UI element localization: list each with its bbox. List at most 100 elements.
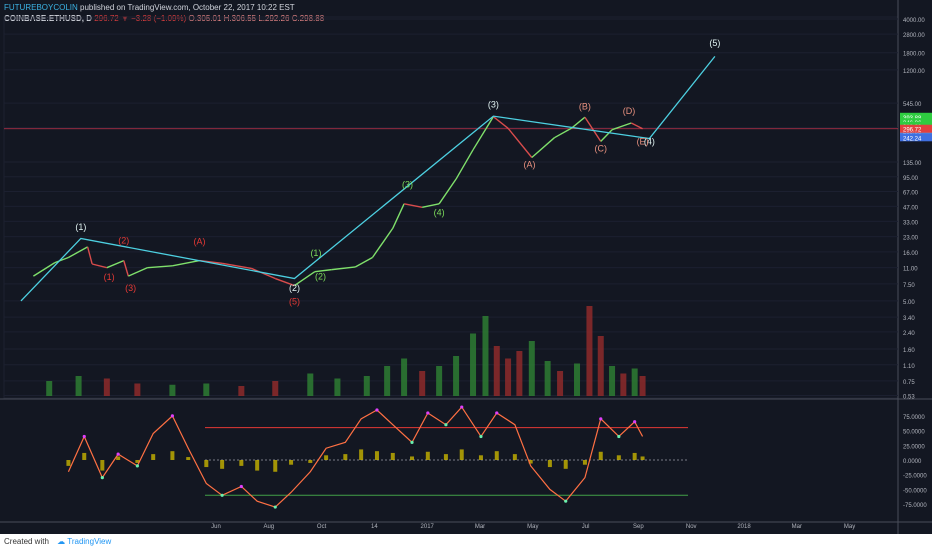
price-tick-label: 135.00 xyxy=(903,161,922,167)
price-tick-label: 5.00 xyxy=(903,300,915,306)
volume-bar xyxy=(505,358,512,396)
osc-pivot-dot xyxy=(426,411,430,415)
time-tick-label: Jul xyxy=(582,524,590,530)
grid xyxy=(0,0,932,534)
wave-label: (5) xyxy=(709,38,720,48)
price-pane-frame xyxy=(3,16,899,399)
author-link[interactable]: FUTUREBOYCOLIN xyxy=(4,3,78,12)
osc-histogram-bar xyxy=(324,455,329,460)
price-tick-label: 33.00 xyxy=(903,220,919,226)
wave-label: (3) xyxy=(125,283,136,293)
volume-bar xyxy=(103,378,110,396)
osc-histogram-bar xyxy=(204,460,209,468)
time-tick-label: May xyxy=(527,524,538,530)
wave-label: (1) xyxy=(75,222,86,232)
osc-histogram-bar xyxy=(273,460,278,472)
wave-labels: (1) (2) (3) (4) (5) (1) (2) (3) (A) (5) (1) (2) (3) (… xyxy=(75,38,720,306)
price-tick-label: 23.00 xyxy=(903,236,919,242)
time-tick-label: Aug xyxy=(263,524,274,530)
osc-histogram-bar xyxy=(170,451,175,460)
osc-histogram-bar xyxy=(632,452,637,460)
osc-histogram-bar xyxy=(239,460,244,466)
price-tick-label: 1200.00 xyxy=(903,69,925,75)
osc-pivot-dot xyxy=(444,423,448,427)
price-segment xyxy=(128,267,148,277)
volume-bar xyxy=(544,361,551,396)
volume-bar xyxy=(169,384,176,396)
tradingview-brand[interactable]: TradingView xyxy=(67,537,112,546)
chart-canvas[interactable]: 4000.002800.001800.001200.00545.00305.00… xyxy=(0,0,932,534)
price-tick-label: 0.75 xyxy=(903,380,915,386)
wave-label: (1) xyxy=(310,248,321,258)
tradingview-logo-icon[interactable]: ☁ xyxy=(57,537,66,546)
wave-label: (A) xyxy=(524,160,536,170)
osc-histogram-bar xyxy=(640,456,645,460)
price-segment xyxy=(33,262,56,277)
osc-pivot-dot xyxy=(617,434,621,439)
time-tick-label: 14 xyxy=(371,524,378,530)
osc-histogram-bar xyxy=(308,460,313,463)
wave-label: (2) xyxy=(289,283,300,293)
price-segment xyxy=(403,203,423,209)
wave-label: (1) xyxy=(104,272,115,282)
osc-histogram-bar xyxy=(151,454,156,460)
volume-bar xyxy=(436,366,443,396)
wave-label: (A) xyxy=(194,237,206,247)
osc-tick-label: 25.0000 xyxy=(903,444,925,450)
elliott-wave-line xyxy=(20,55,716,302)
osc-histogram-bar xyxy=(186,457,191,460)
price-segment xyxy=(222,262,252,270)
price-segment xyxy=(86,246,93,265)
osc-pivot-dot xyxy=(479,434,483,439)
osc-pivot-dot xyxy=(495,411,499,415)
volume-bar xyxy=(620,373,627,396)
volume-bar xyxy=(134,383,141,396)
wave-label: (D) xyxy=(623,106,636,116)
volume-bar xyxy=(516,351,523,396)
volume-bar xyxy=(557,371,564,396)
osc-histogram-bar xyxy=(116,456,121,460)
time-tick-label: Mar xyxy=(475,524,485,530)
price-label: 242.24 xyxy=(903,136,922,142)
volume-bar xyxy=(639,376,646,396)
osc-histogram-bar xyxy=(616,455,621,460)
price-change: −3.28 (−1.09%) xyxy=(131,14,187,23)
osc-histogram-bar xyxy=(598,451,603,460)
osc-histogram-bar xyxy=(255,460,260,471)
osc-pivot-dot xyxy=(599,417,603,421)
price-tick-label: 0.53 xyxy=(903,395,915,401)
osc-histogram-bar xyxy=(582,460,587,465)
wave-label: (2) xyxy=(118,236,129,246)
price-segment xyxy=(392,203,405,229)
price-segment xyxy=(492,116,509,129)
wave-label: (B) xyxy=(579,101,591,111)
osc-pivot-dot xyxy=(116,452,120,456)
osc-histogram-bar xyxy=(135,460,140,463)
osc-histogram-bar xyxy=(66,460,71,466)
osc-histogram-bar xyxy=(528,460,533,464)
osc-histogram-bar xyxy=(443,454,448,460)
osc-histogram-bar xyxy=(359,449,364,460)
volume-bar xyxy=(597,336,604,396)
price-segment xyxy=(172,259,200,267)
osc-histogram-bar xyxy=(82,452,87,460)
price-segment xyxy=(106,259,125,269)
wave-label: (4) xyxy=(434,207,445,217)
time-axis: Jun Aug Oct 14 2017 Mar May Jul Sep Nov 2018 Mar May xyxy=(211,524,855,530)
osc-tick-label: 0.0000 xyxy=(903,459,922,465)
price-tick-label: 67.00 xyxy=(903,190,919,196)
price-segment xyxy=(531,137,555,159)
osc-tick-label: 75.0000 xyxy=(903,415,925,421)
osc-pivot-dot xyxy=(410,440,414,444)
time-tick-label: Mar xyxy=(792,524,802,530)
volume-bar xyxy=(482,316,489,396)
osc-pivot-dot xyxy=(460,405,464,409)
osc-pivot-dot xyxy=(239,484,243,489)
osc-histogram-bar xyxy=(374,451,379,460)
osc-histogram-bar xyxy=(478,455,483,460)
price-tick-label: 1800.00 xyxy=(903,52,925,58)
wave-label: (4) xyxy=(644,136,655,146)
volume-bar xyxy=(401,358,408,396)
volume-bar xyxy=(631,368,638,396)
last-price: 296.72 xyxy=(94,14,119,23)
